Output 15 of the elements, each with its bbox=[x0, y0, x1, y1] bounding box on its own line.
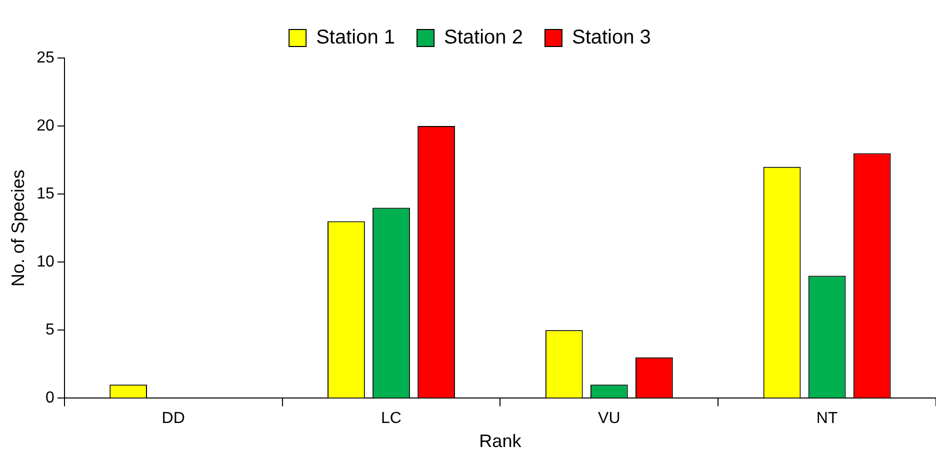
legend-label: Station 2 bbox=[444, 26, 523, 49]
legend-label: Station 3 bbox=[572, 26, 651, 49]
y-tick-label: 25 bbox=[36, 49, 54, 66]
y-axis-title: No. of Species bbox=[8, 170, 28, 287]
x-tick-label: NT bbox=[816, 410, 838, 428]
y-tick-label: 15 bbox=[36, 185, 54, 202]
x-tick-label: VU bbox=[598, 410, 620, 428]
x-tick-label: DD bbox=[162, 410, 185, 428]
legend-label: Station 1 bbox=[316, 26, 396, 49]
x-axis-title: Rank bbox=[479, 431, 522, 452]
y-tick-label: 20 bbox=[36, 117, 54, 134]
y-tick-label: 5 bbox=[45, 322, 54, 339]
y-tick-label: 10 bbox=[36, 254, 54, 271]
x-tick-label: LC bbox=[381, 410, 402, 428]
y-tick-label: 0 bbox=[45, 390, 54, 407]
